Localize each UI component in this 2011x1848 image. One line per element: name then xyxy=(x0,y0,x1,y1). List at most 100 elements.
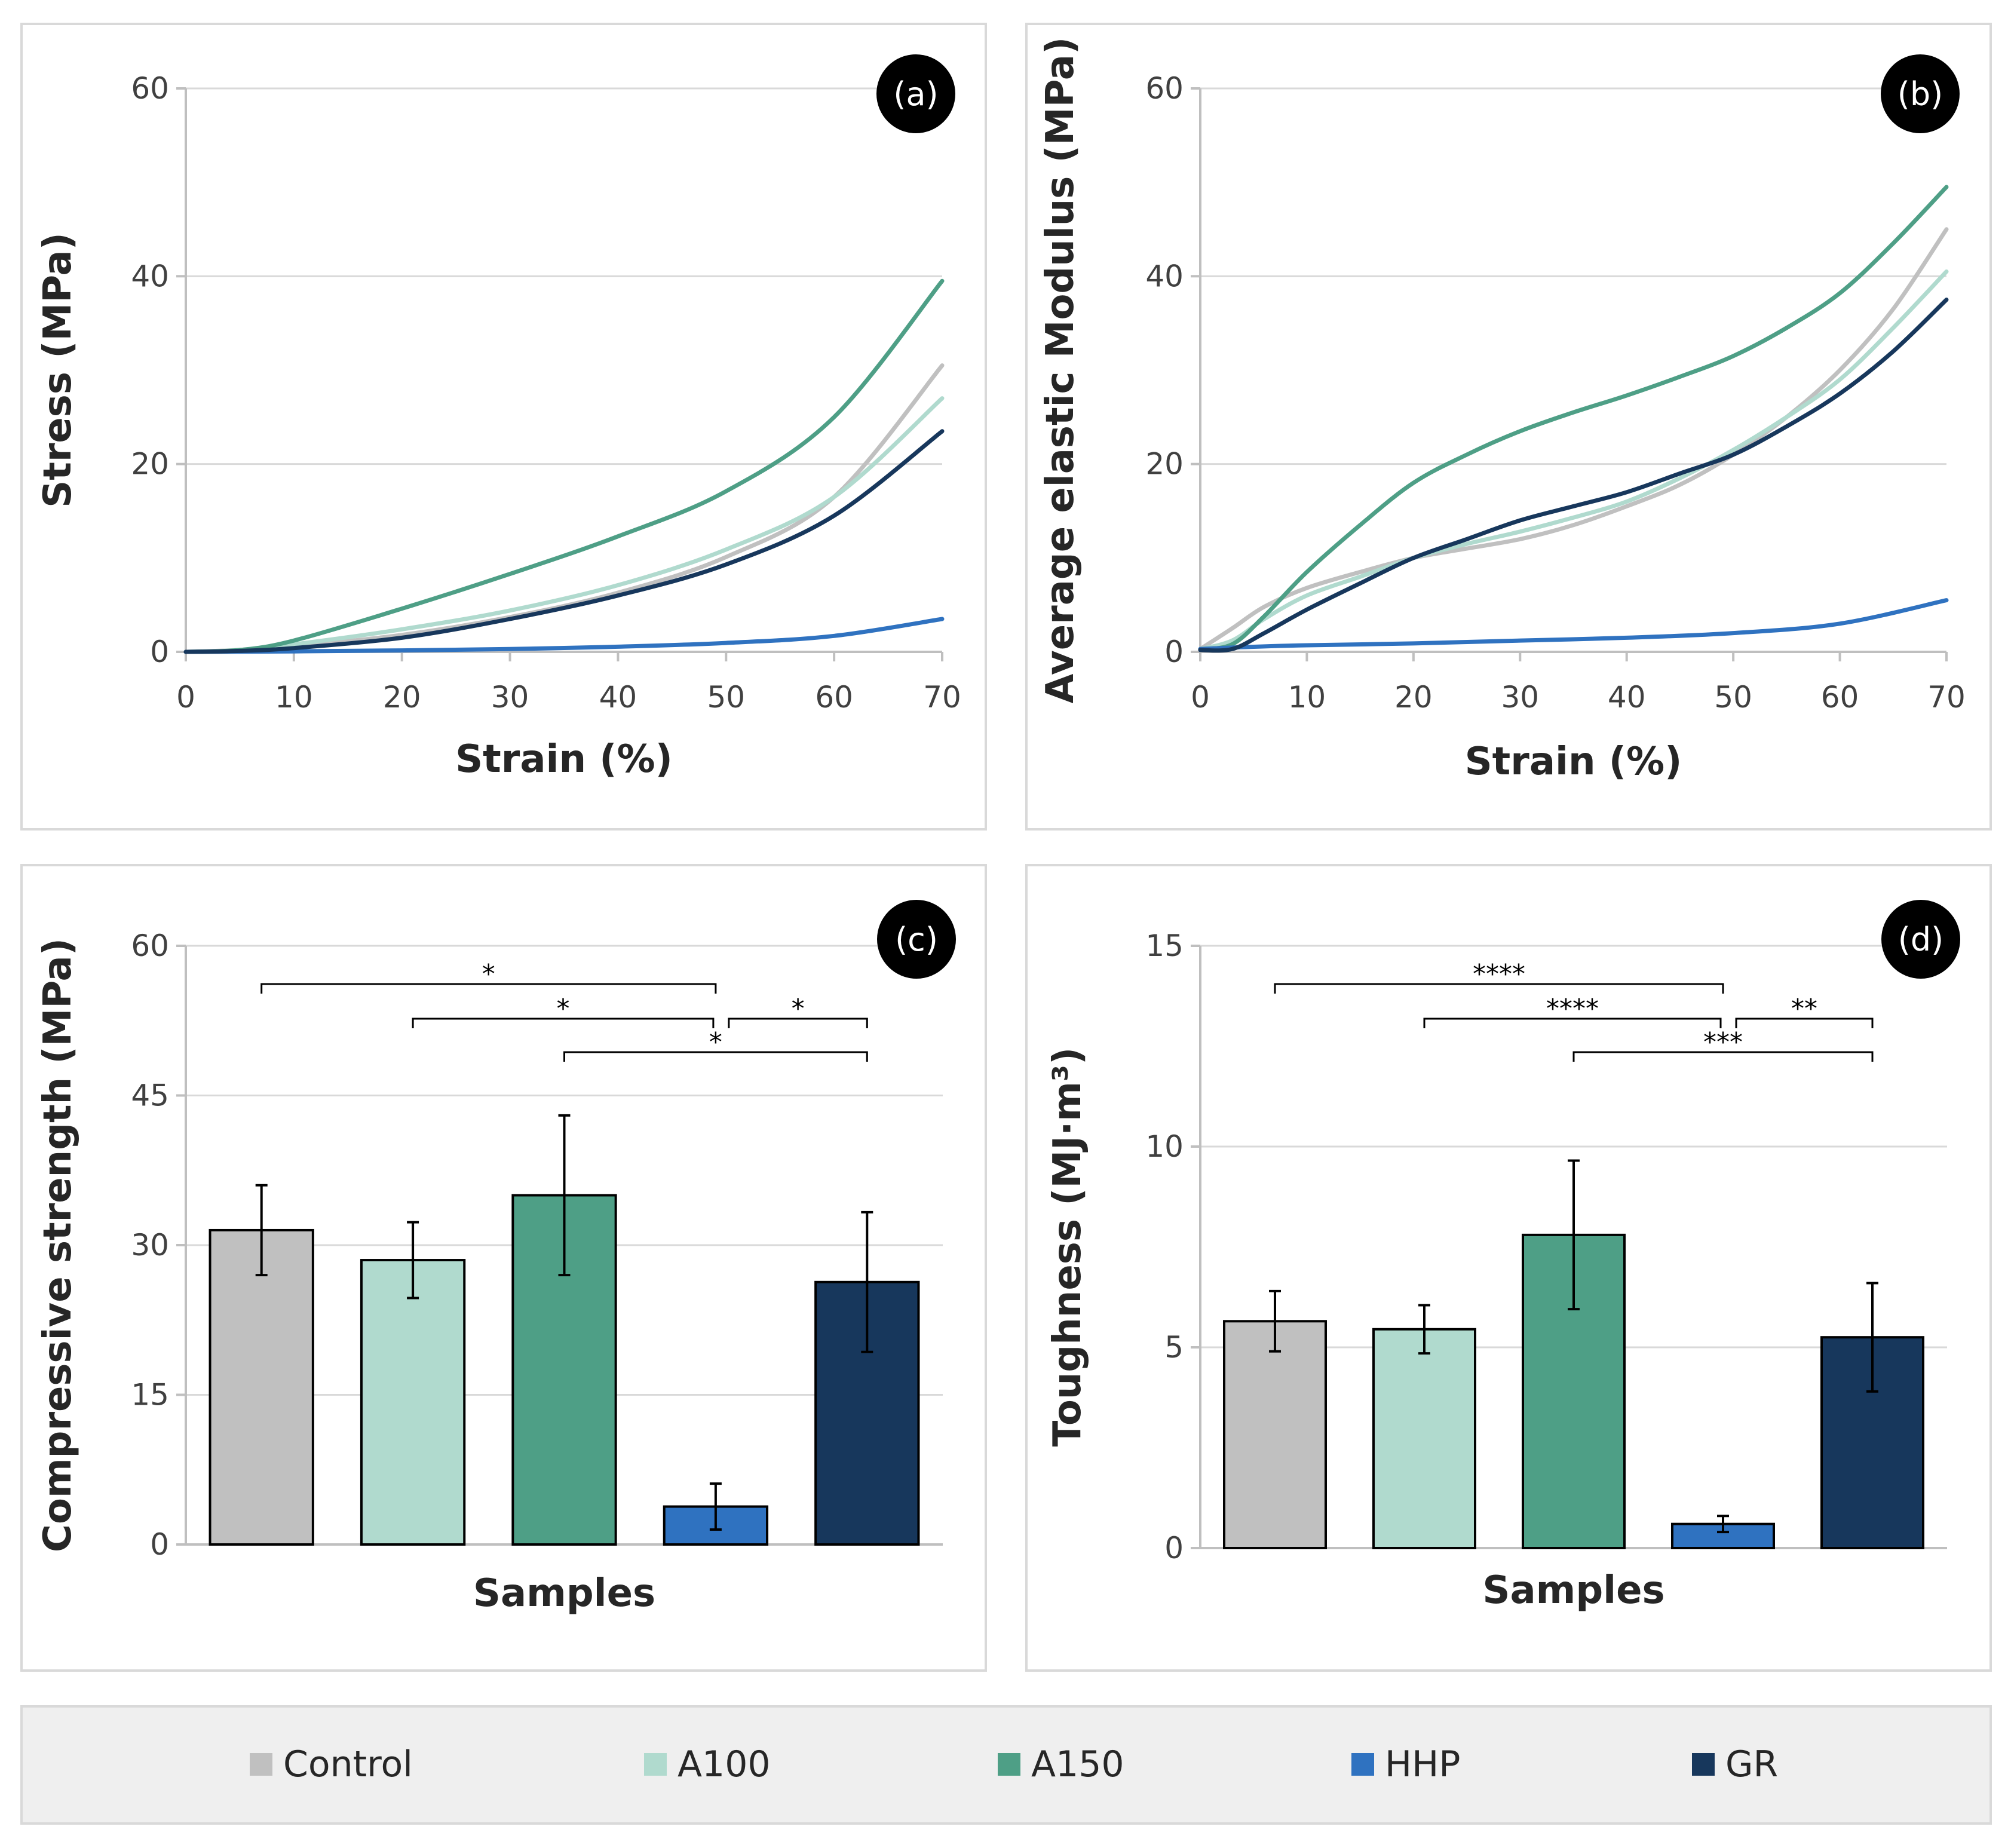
significance-label: * xyxy=(482,959,495,989)
x-tick-label: 0 xyxy=(176,680,195,715)
panel-badge-circle xyxy=(876,54,955,133)
series-line-a100 xyxy=(1198,269,1949,651)
x-tick-label: 0 xyxy=(1191,680,1210,715)
x-axis-title: Strain (%) xyxy=(455,737,673,782)
series-line-hhp xyxy=(183,617,945,654)
series-line-gr xyxy=(1198,298,1949,653)
significance-label: * xyxy=(792,994,805,1024)
bar-control xyxy=(209,1228,314,1546)
legend-items: Control A100 A150 HHP GR xyxy=(250,1743,1778,1785)
legend-swatch-a150 xyxy=(998,1753,1020,1776)
y-axis-title: Compressive strength (MPa) xyxy=(36,938,80,1552)
legend-label-hhp: HHP xyxy=(1385,1743,1460,1785)
x-tick-label: 70 xyxy=(1927,680,1966,715)
significance-bracket xyxy=(1423,1018,1722,1028)
panel-badge-circle xyxy=(877,900,956,979)
x-tick-label: 10 xyxy=(1288,680,1326,715)
legend: Control A100 A150 HHP GR xyxy=(20,1705,1992,1825)
panel-badge-circle xyxy=(1881,54,1960,133)
x-tick-label: 50 xyxy=(707,680,745,715)
y-tick-label: 10 xyxy=(1145,1129,1184,1164)
legend-swatch-control xyxy=(250,1753,272,1776)
x-tick-label: 60 xyxy=(815,680,853,715)
y-tick-label: 0 xyxy=(1164,1531,1184,1565)
series-line-gr xyxy=(183,429,945,654)
legend-swatch-hhp xyxy=(1351,1753,1374,1776)
panel-b-frame xyxy=(1025,23,1992,830)
bar-control xyxy=(1223,1320,1327,1550)
x-axis-title: Strain (%) xyxy=(1465,740,1682,784)
y-tick-label: 40 xyxy=(131,259,169,293)
y-tick-label: 0 xyxy=(1164,635,1184,669)
y-tick-label: 40 xyxy=(1145,259,1184,293)
y-axis-title: Average elastic Modulus (MPa) xyxy=(1038,37,1083,703)
x-tick-label: 40 xyxy=(599,680,637,715)
panel-a: 0 20 40 60 Strain (%) Stress (MPa) (a) 0 10 20 30 4… xyxy=(20,23,987,830)
y-axis-title: Toughness (MJ·m³) xyxy=(1046,1047,1090,1447)
legend-label-a100: A100 xyxy=(678,1743,771,1785)
significance-label: **** xyxy=(1546,994,1599,1024)
significance-bracket xyxy=(260,983,717,994)
y-tick-label: 60 xyxy=(131,928,169,963)
y-tick-label: 20 xyxy=(131,447,169,482)
legend-label-gr: GR xyxy=(1725,1743,1778,1785)
y-tick-label: 60 xyxy=(1145,71,1184,106)
significance-bracket xyxy=(728,1018,868,1028)
y-tick-label: 20 xyxy=(1145,447,1184,482)
series-line-a150 xyxy=(183,278,945,654)
x-tick-label: 50 xyxy=(1714,680,1752,715)
y-tick-label: 0 xyxy=(150,1527,169,1562)
panel-a-plot: 0 20 40 60 Strain (%) Stress (MPa) (a) 0 10 20 30 4… xyxy=(36,54,961,782)
x-tick-label: 40 xyxy=(1608,680,1646,715)
series-line-a150 xyxy=(1198,185,1949,651)
legend-label-control: Control xyxy=(283,1743,413,1785)
x-tick-label: 30 xyxy=(1501,680,1539,715)
bar-a100 xyxy=(360,1259,466,1546)
panel-b: 0 20 40 60 Strain (%) Average elastic Modulus… xyxy=(1025,23,1992,830)
y-tick-label: 15 xyxy=(1145,928,1184,963)
significance-label: * xyxy=(557,994,570,1024)
significance-bracket xyxy=(1572,1051,1874,1062)
x-axis-title: Samples xyxy=(1482,1568,1664,1613)
x-tick-label: 70 xyxy=(923,680,961,715)
x-tick-label: 20 xyxy=(383,680,421,715)
bar-a150 xyxy=(511,1194,617,1546)
series-line-hhp xyxy=(1198,598,1949,651)
y-tick-label: 0 xyxy=(150,635,169,669)
significance-label: **** xyxy=(1473,959,1525,989)
panel-badge-label: (d) xyxy=(1898,921,1943,958)
panel-c: 0 15 30 45 60 Samples Compressive strength (MP… xyxy=(20,864,987,1672)
legend-label-a150: A150 xyxy=(1031,1743,1124,1785)
y-tick-label: 5 xyxy=(1164,1330,1184,1365)
significance-bracket xyxy=(563,1051,868,1062)
y-tick-label: 15 xyxy=(131,1378,169,1412)
panel-badge-label: (c) xyxy=(895,921,938,958)
legend-swatch-a100 xyxy=(644,1753,667,1776)
x-tick-label: 60 xyxy=(1821,680,1859,715)
significance-bracket xyxy=(412,1018,715,1028)
x-tick-label: 10 xyxy=(275,680,313,715)
panel-c-plot: 0 15 30 45 60 Samples Compressive strength (MP… xyxy=(36,900,956,1616)
series-line-control xyxy=(1198,227,1949,651)
panel-b-plot: 0 20 40 60 Strain (%) Average elastic Modulus… xyxy=(1038,37,1966,784)
legend-swatch-gr xyxy=(1692,1753,1715,1776)
y-axis-title: Stress (MPa) xyxy=(36,232,80,508)
significance-label: * xyxy=(709,1027,722,1058)
significance-bracket xyxy=(1274,983,1724,994)
panel-badge-label: (a) xyxy=(893,75,938,113)
panel-badge-label: (b) xyxy=(1897,75,1943,113)
bar-a100 xyxy=(1372,1328,1476,1549)
x-axis-title: Samples xyxy=(473,1571,655,1616)
y-tick-label: 60 xyxy=(131,71,169,106)
significance-label: ** xyxy=(1791,994,1817,1024)
y-tick-label: 30 xyxy=(131,1228,169,1262)
x-tick-label: 30 xyxy=(491,680,529,715)
significance-label: *** xyxy=(1703,1027,1743,1058)
y-tick-label: 45 xyxy=(131,1078,169,1113)
x-tick-label: 20 xyxy=(1394,680,1433,715)
significance-bracket xyxy=(1735,1018,1874,1028)
panel-badge-circle xyxy=(1881,900,1960,979)
